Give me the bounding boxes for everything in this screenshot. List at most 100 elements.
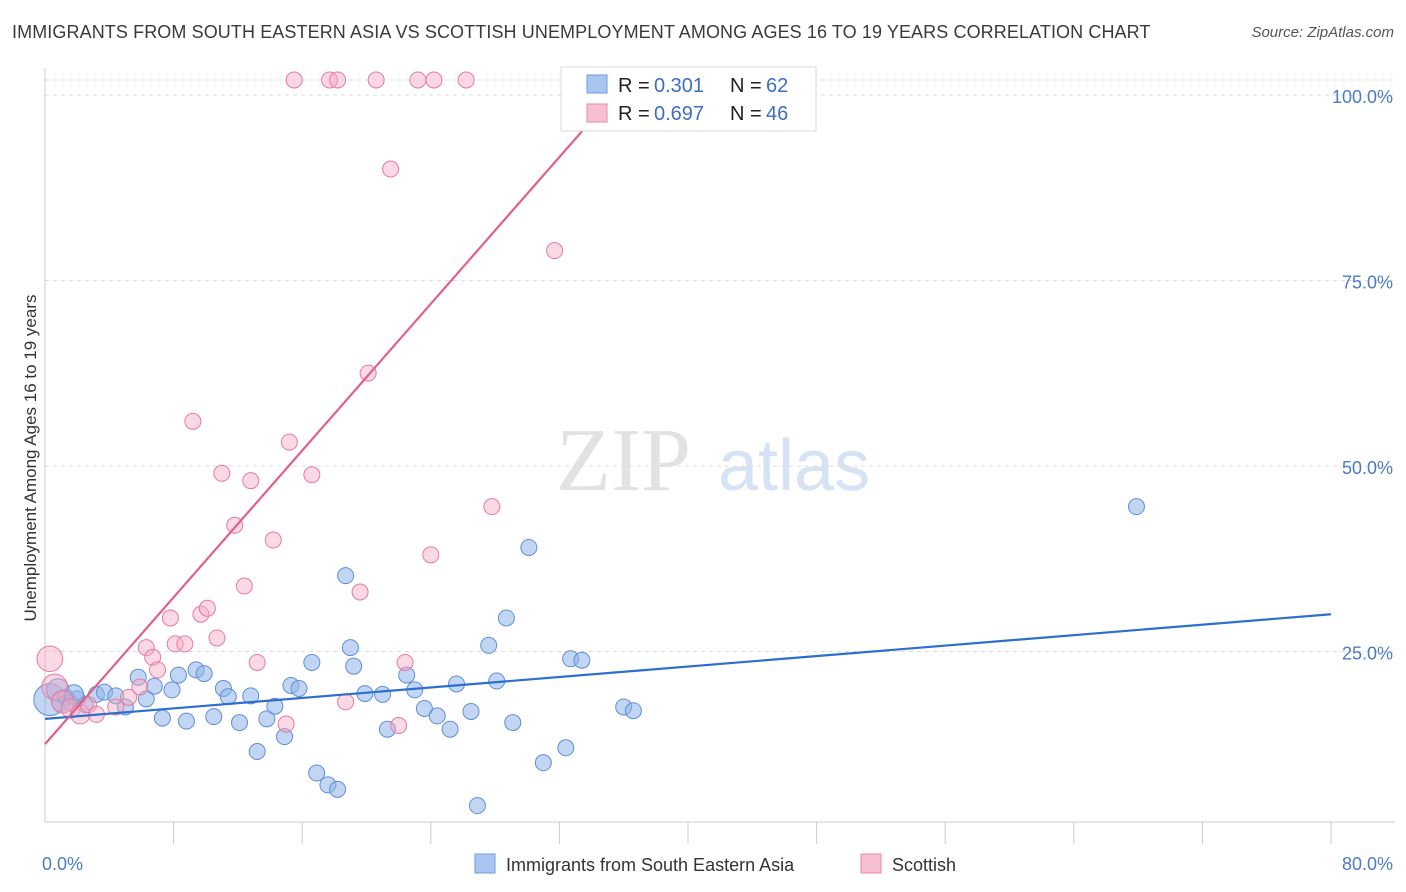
point-immigrants-18 [177,712,195,730]
point-immigrants-20 [195,665,213,683]
point-scottish-25 [248,653,266,671]
legend-r-value-2: 0.697 [654,103,704,125]
legend-bottom-swatch-blue [474,853,496,874]
point-immigrants-15 [153,709,171,727]
point-scottish-33 [351,583,369,601]
point-immigrants-40 [374,685,392,703]
point-scottish-17 [184,412,202,430]
watermark-zip: ZIP [556,411,691,510]
y-tick-label-2: 50.0% [1342,458,1393,478]
point-immigrants-54 [520,538,538,556]
y-tick-label-4: 100.0% [1332,87,1393,107]
point-scottish-46 [277,715,295,733]
point-scottish-4 [60,698,81,719]
point-scottish-35 [367,71,385,89]
series-immigrants-points [33,498,1145,815]
point-scottish-42 [457,71,475,89]
legend-bottom-swatch-pink [860,853,882,874]
point-scottish-12 [144,648,162,666]
legend-bottom-label-1: Immigrants from South Eastern Asia [506,855,795,875]
trendline-scottish [44,79,628,745]
x-tick-label-1: 0.0% [42,854,83,874]
point-scottish-1 [36,645,64,673]
point-scottish-36 [382,160,400,178]
point-scottish-22 [226,516,244,534]
tick-labels: 25.0% 50.0% 75.0% 100.0% 0.0% 80.0% [42,87,1393,874]
point-immigrants-16 [163,681,181,699]
legend-n-label-1: N = [730,75,762,97]
point-scottish-13 [149,661,167,679]
legend-top: R = 0.301 N = 62 R = 0.697 N = 46 [560,66,817,132]
point-scottish-11 [137,639,155,657]
point-scottish-9 [120,688,138,706]
point-scottish-39 [409,71,427,89]
point-scottish-18 [192,605,210,623]
point-scottish-20 [208,629,226,647]
point-scottish-27 [280,433,298,451]
x-tick-label-2: 80.0% [1342,854,1393,874]
point-immigrants-44 [415,699,433,717]
point-scottish-26 [264,531,282,549]
point-immigrants-38 [345,657,363,675]
point-immigrants-55 [534,754,552,772]
point-scottish-40 [422,546,440,564]
point-scottish-43 [483,498,501,516]
point-scottish-44 [546,242,564,260]
point-scottish-37 [390,717,408,735]
point-scottish-38 [396,653,414,671]
point-immigrants-61 [1127,498,1145,516]
point-scottish-14 [161,609,179,627]
point-immigrants-48 [462,702,480,720]
point-immigrants-41 [378,720,396,738]
point-immigrants-21 [205,708,223,726]
point-immigrants-58 [573,651,591,669]
point-immigrants-31 [290,679,308,697]
point-immigrants-42 [398,666,416,684]
legend-r-value-1: 0.301 [654,75,704,97]
point-scottish-32 [337,693,355,711]
point-immigrants-14 [145,677,163,695]
legend-n-value-1: 62 [766,75,788,97]
point-immigrants-50 [480,636,498,654]
point-scottish-21 [213,464,231,482]
point-immigrants-26 [248,743,266,761]
point-scottish-19 [198,599,216,617]
point-immigrants-32 [303,653,321,671]
legend-r-label-2: R = [618,103,650,125]
point-scottish-2 [41,673,68,701]
point-immigrants-60 [624,702,642,720]
point-immigrants-35 [329,780,347,798]
point-immigrants-28 [266,697,284,715]
point-scottish-10 [131,678,149,696]
point-scottish-31 [329,71,347,89]
point-immigrants-53 [504,714,522,732]
point-scottish-41 [425,71,443,89]
point-immigrants-33 [308,764,326,782]
y-axis-label: Unemployment Among Ages 16 to 19 years [21,295,40,622]
point-immigrants-29 [276,728,294,746]
point-scottish-28 [285,71,303,89]
legend-r-label-1: R = [618,75,650,97]
legend-n-label-2: N = [730,103,762,125]
point-scottish-15 [166,635,184,653]
y-tick-label-3: 75.0% [1342,273,1393,293]
legend-n-value-2: 46 [766,103,788,125]
point-immigrants-24 [231,714,249,732]
trend-lines [44,79,1332,745]
legend-bottom-label-2: Scottish [892,855,956,875]
legend-swatch-blue [586,74,608,94]
grid-lines [45,79,1395,652]
point-immigrants-49 [468,797,486,815]
point-immigrants-46 [441,720,459,738]
legend-swatch-pink [586,103,608,123]
point-immigrants-17 [169,666,187,684]
point-scottish-16 [176,635,194,653]
chart-title: IMMIGRANTS FROM SOUTH EASTERN ASIA VS SC… [12,22,1151,42]
point-immigrants-37 [341,639,359,657]
point-immigrants-25 [242,687,260,705]
trendline-immigrants [44,613,1332,720]
chart-source: Source: ZipAtlas.com [1251,24,1394,41]
point-immigrants-45 [428,707,446,725]
point-immigrants-52 [497,609,515,627]
